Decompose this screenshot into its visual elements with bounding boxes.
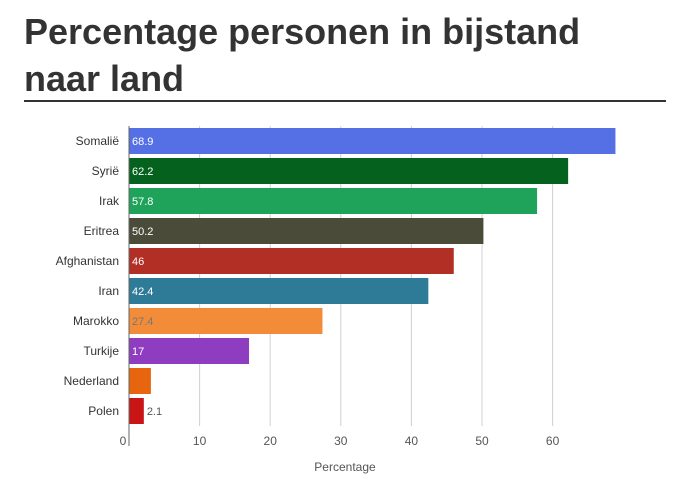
bar-6 — [129, 308, 323, 334]
value-label: 3.1 — [154, 376, 169, 388]
bars — [129, 128, 616, 424]
value-label: 68.9 — [132, 136, 153, 148]
x-tick-label: 20 — [264, 434, 278, 448]
chart-title: Percentage personen in bijstand naar lan… — [24, 11, 581, 99]
category-label: Syrië — [92, 164, 120, 178]
category-label: Eritrea — [84, 224, 120, 238]
bar-3 — [129, 218, 484, 244]
category-label: Irak — [99, 194, 120, 208]
bar-8 — [129, 368, 151, 394]
value-label: 27.4 — [132, 316, 153, 328]
x-tick-label: 50 — [475, 434, 489, 448]
category-label: Turkije — [83, 344, 119, 358]
x-tick-label: 40 — [405, 434, 419, 448]
category-label: Polen — [88, 404, 119, 418]
bar-7 — [129, 338, 250, 364]
value-label: 46 — [132, 256, 144, 268]
value-label: 2.1 — [147, 406, 162, 418]
bar-1 — [129, 158, 569, 184]
x-axis-title: Percentage — [314, 460, 376, 474]
category-label: Somalië — [76, 134, 120, 148]
bar-5 — [129, 278, 429, 304]
x-tick-label: 0 — [120, 434, 127, 448]
category-label: Nederland — [64, 374, 119, 388]
category-label: Afghanistan — [56, 254, 119, 268]
x-tick-label: 30 — [334, 434, 348, 448]
category-label: Iran — [98, 284, 119, 298]
category-label: Marokko — [73, 314, 119, 328]
bar-2 — [129, 188, 538, 214]
value-label: 57.8 — [132, 196, 153, 208]
title-divider — [24, 100, 666, 102]
bar-4 — [129, 248, 454, 274]
value-label: 50.2 — [132, 226, 153, 238]
x-tick-label: 10 — [193, 434, 207, 448]
bar-9 — [129, 398, 144, 424]
value-label: 17 — [132, 346, 144, 358]
bar-0 — [129, 128, 616, 154]
labels: 0 10 20 30 40 50 60 Somalië 68.9 Syrië 62.2 Irak 57.… — [56, 134, 560, 448]
value-label: 62.2 — [132, 166, 153, 178]
value-label: 42.4 — [132, 286, 153, 298]
x-tick-label: 60 — [546, 434, 560, 448]
